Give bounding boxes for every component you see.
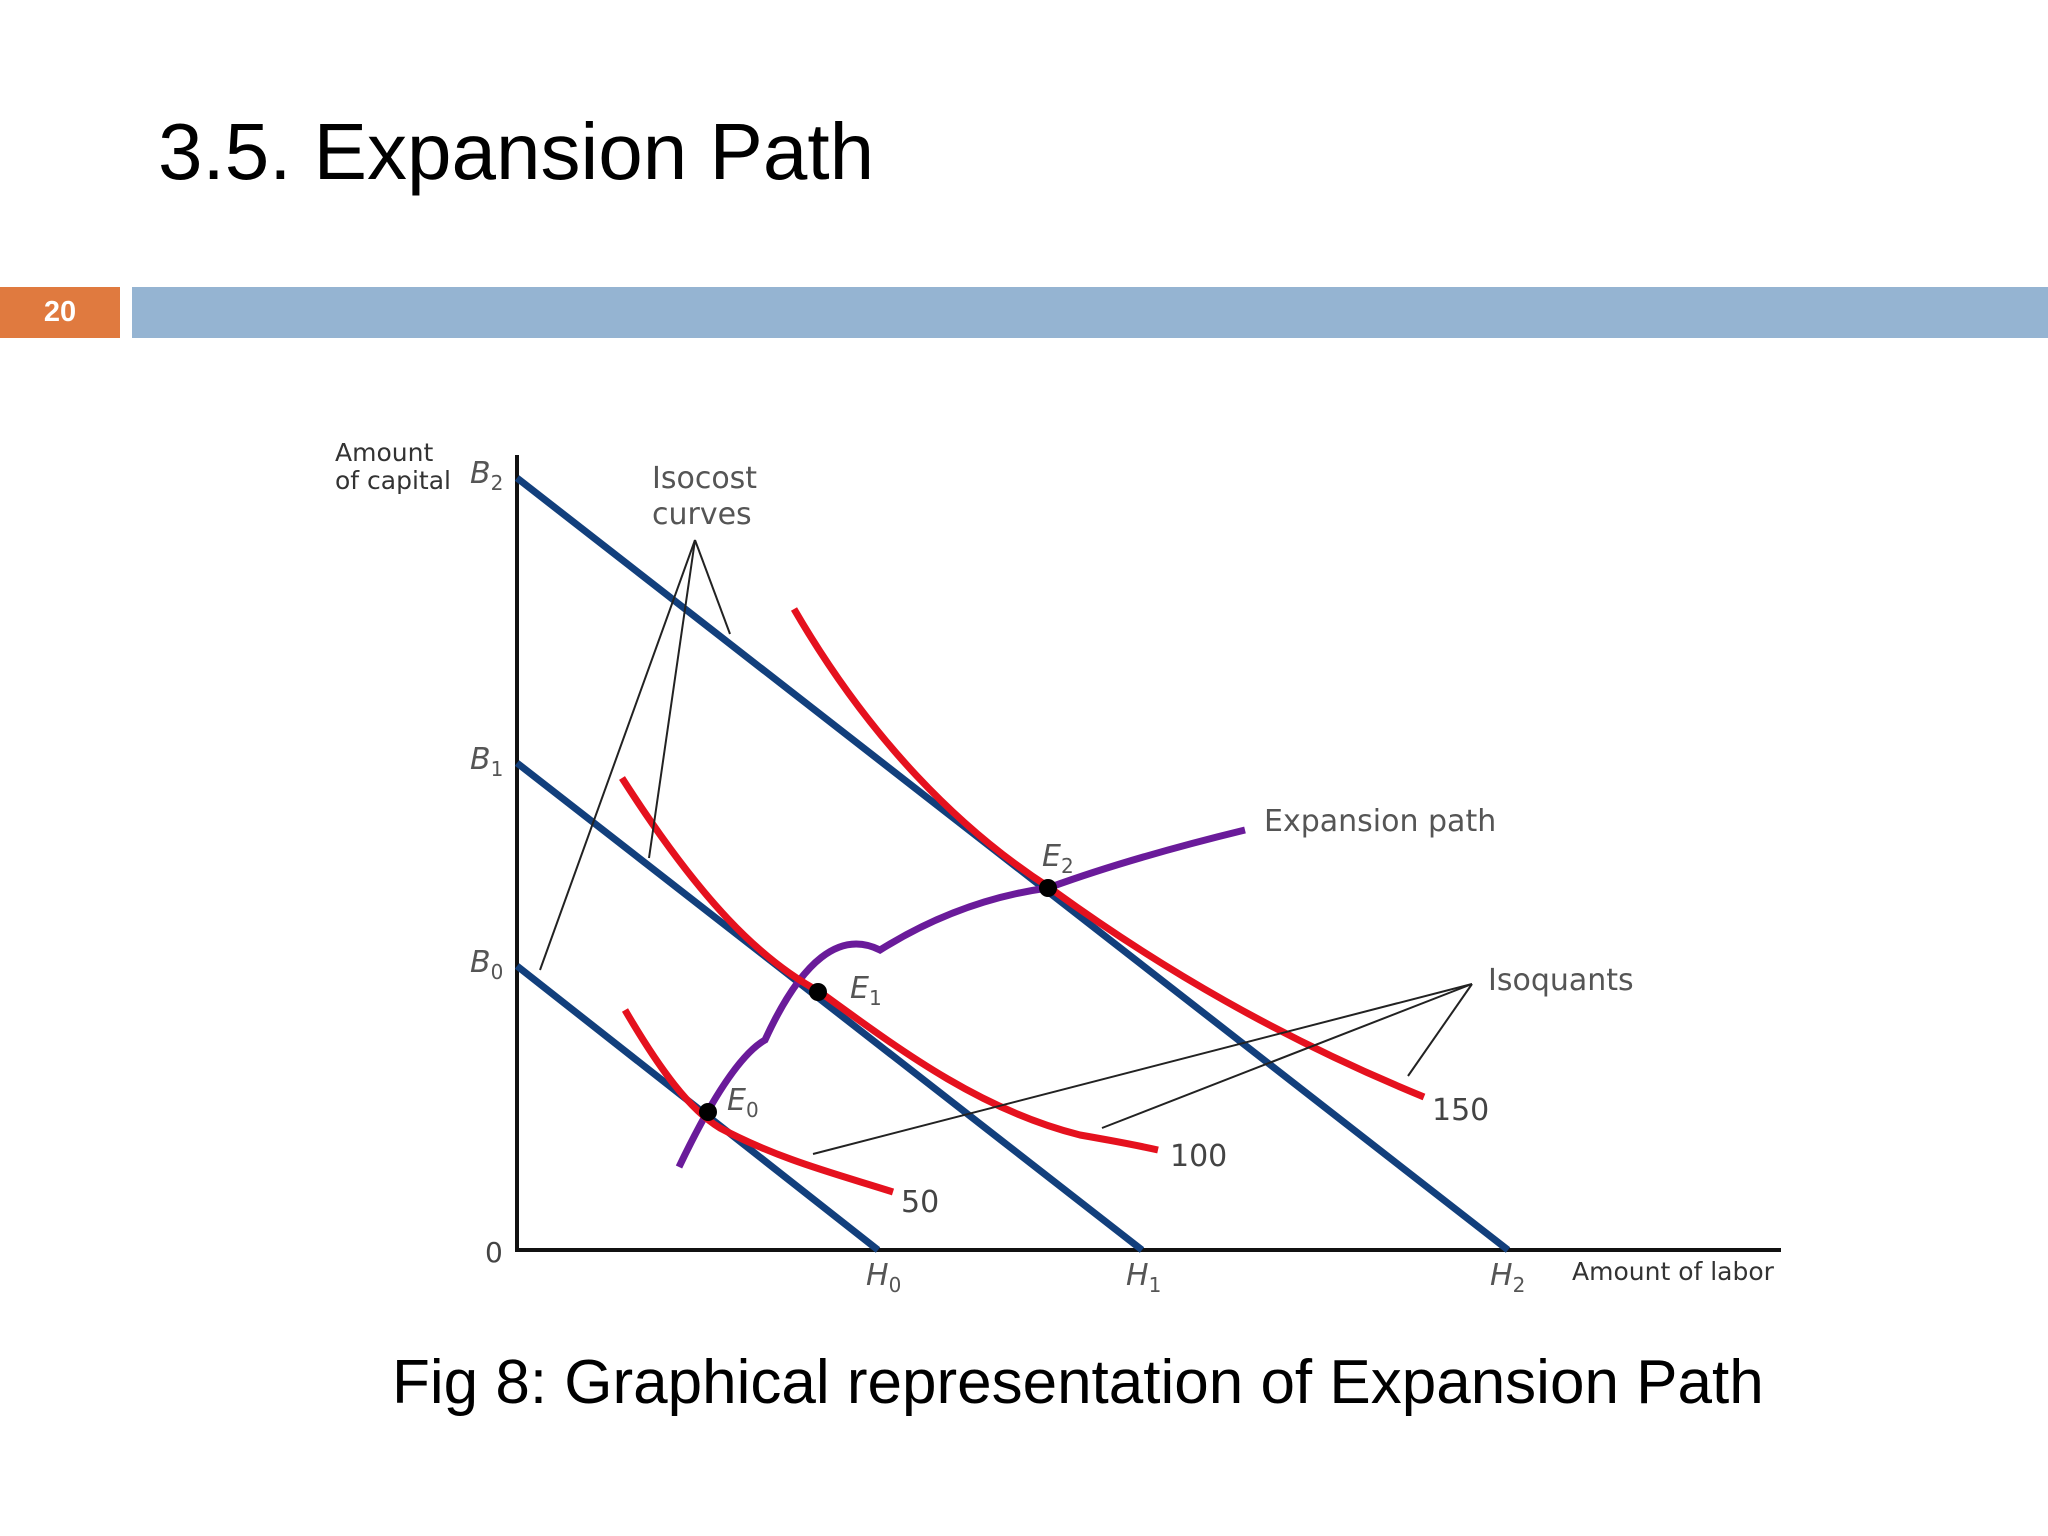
isoquant-100 [619, 776, 1159, 1154]
origin-label: 0 [485, 1236, 503, 1269]
isoquant-pointer-50 [812, 983, 1473, 1155]
isoquant-50 [621, 1008, 895, 1196]
equilibrium-label-e2: E2 [1042, 839, 1074, 878]
equilibrium-label-e1: E1 [850, 971, 882, 1010]
equilibrium-point-e2 [1039, 879, 1057, 897]
intercept-label-h2: H2 [1490, 1258, 1525, 1297]
isoquant-150 [790, 607, 1426, 1101]
isoquant-level-label-150: 150 [1432, 1093, 1489, 1128]
x-axis-label: Amount of labor [1572, 1257, 1775, 1286]
isocost-pointer-b0 [539, 539, 696, 971]
expansion-path-label: Expansion path [1264, 804, 1496, 839]
figure-caption: Fig 8: Graphical representation of Expan… [392, 1348, 1764, 1417]
intercept-label-b2: B2 [470, 456, 503, 495]
equilibrium-label-e0: E0 [727, 1083, 759, 1122]
isoquant-pointer-150 [1407, 983, 1473, 1077]
slide-title: 3.5. Expansion Path [158, 107, 875, 196]
intercept-label-h1: H1 [1126, 1258, 1161, 1297]
y-axis-label-line1: Amount [335, 438, 433, 467]
isoquant-level-label-50: 50 [901, 1185, 939, 1220]
isoquants-label: Isoquants [1488, 963, 1634, 998]
isocost-curves-label-line1: Isocost [652, 461, 757, 496]
isoquant-pointer-100 [1101, 983, 1473, 1129]
intercept-label-b1: B1 [470, 742, 503, 781]
y-axis-label-line2: of capital [335, 466, 451, 495]
equilibrium-point-e0 [699, 1103, 717, 1121]
title-bar-decoration [132, 287, 2048, 338]
intercept-label-h0: H0 [866, 1258, 901, 1297]
isocost-pointer-b1 [648, 539, 696, 859]
equilibrium-point-e1 [809, 983, 827, 1001]
slide-number-badge: 20 [0, 287, 120, 338]
isocost-line-1 [514, 760, 1145, 1253]
isocost-pointer-b2 [694, 539, 731, 635]
isoquant-level-label-100: 100 [1170, 1139, 1227, 1174]
expansion-path-curve [675, 826, 1246, 1169]
isocost-curves-label-line2: curves [652, 497, 752, 532]
intercept-label-b0: B0 [470, 945, 503, 984]
